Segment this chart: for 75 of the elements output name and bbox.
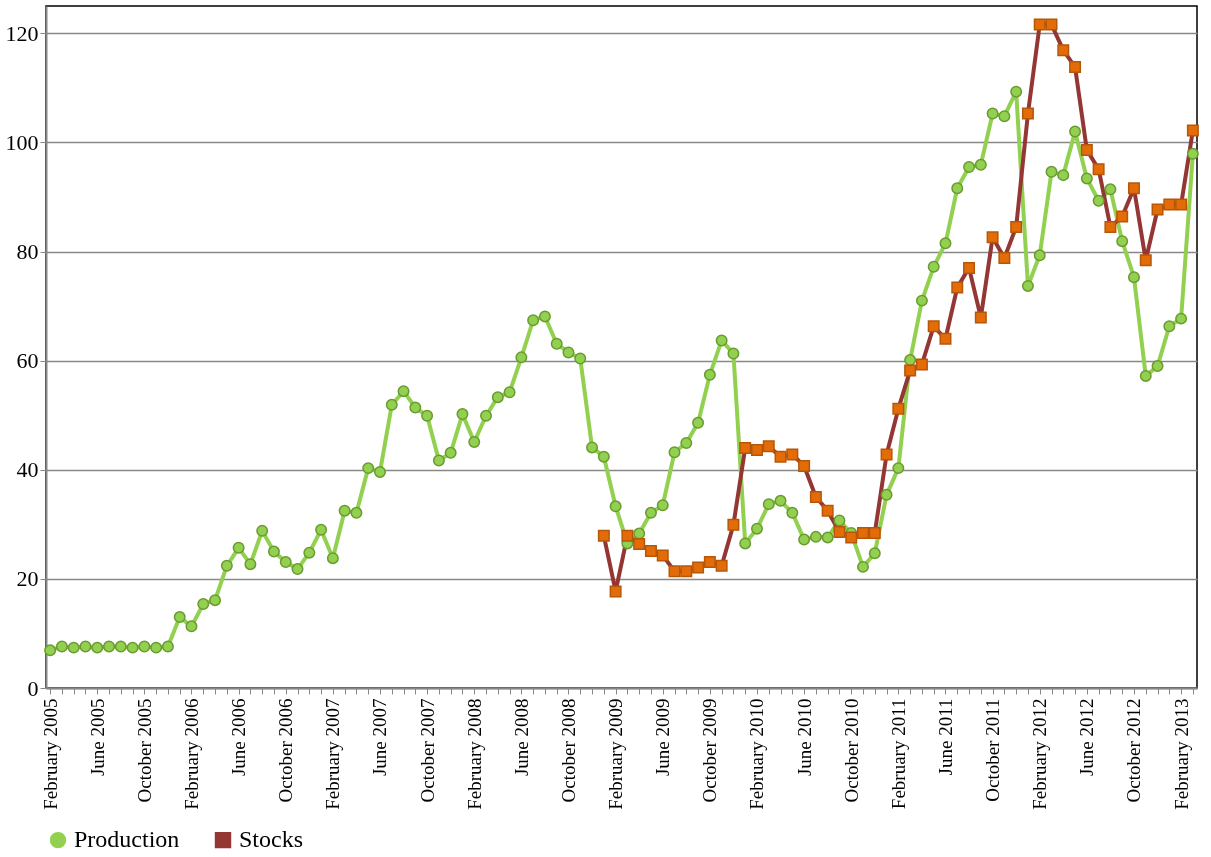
- point: [939, 332, 952, 345]
- point: [727, 518, 740, 531]
- x-tick-label: October 2007: [416, 698, 438, 803]
- point: [750, 444, 763, 457]
- point: [845, 531, 858, 544]
- point: [1139, 254, 1152, 267]
- y-tick-label: 20: [16, 566, 39, 592]
- y-tick-label: 120: [5, 20, 39, 46]
- x-tick-label: October 2011: [982, 698, 1004, 802]
- point: [1021, 107, 1034, 120]
- x-tick-label: February 2010: [746, 698, 768, 810]
- point: [1057, 44, 1070, 57]
- x-tick-label: June 2009: [652, 698, 674, 777]
- point: [692, 561, 705, 574]
- point: [1069, 61, 1082, 74]
- point: [1092, 163, 1105, 176]
- point: [809, 491, 822, 504]
- point: [927, 320, 940, 333]
- point: [1116, 210, 1129, 223]
- x-tick-label: February 2007: [322, 698, 344, 810]
- point: [974, 311, 987, 324]
- x-tick-label: June 2012: [1076, 698, 1098, 777]
- point: [680, 565, 693, 578]
- point: [668, 565, 681, 578]
- point: [1080, 144, 1093, 157]
- point: [739, 441, 752, 454]
- point: [1186, 124, 1199, 137]
- y-tick-label: 40: [16, 457, 39, 483]
- y-tick-label: 0: [27, 675, 39, 701]
- x-tick-label: February 2009: [605, 698, 627, 810]
- x-tick-label: June 2010: [793, 698, 815, 777]
- point: [656, 549, 669, 562]
- point: [1175, 198, 1188, 211]
- point: [715, 559, 728, 572]
- point: [915, 358, 928, 371]
- legend-label: Production: [74, 826, 180, 853]
- x-tick-label: June 2005: [86, 698, 108, 777]
- point: [633, 537, 646, 550]
- point: [703, 555, 716, 568]
- x-tick-label: February 2013: [1170, 698, 1192, 810]
- x-tick-label: June 2007: [369, 698, 391, 777]
- x-tick-label: October 2008: [557, 698, 579, 803]
- x-tick-label: October 2009: [699, 698, 721, 803]
- point: [1010, 220, 1023, 233]
- point: [963, 261, 976, 274]
- point: [857, 527, 869, 540]
- x-tick-label: October 2012: [1123, 698, 1145, 803]
- x-tick-label: February 2011: [887, 698, 909, 810]
- x-tick-label: February 2006: [180, 698, 202, 810]
- point: [798, 459, 811, 472]
- point: [868, 527, 881, 540]
- point: [762, 440, 775, 453]
- y-tick-label: 100: [5, 129, 39, 155]
- point: [998, 252, 1011, 265]
- x-tick-label: October 2006: [275, 698, 297, 803]
- x-tick-label: February 2005: [39, 698, 61, 810]
- x-tick-label: February 2008: [463, 698, 485, 810]
- x-tick-label: October 2010: [840, 698, 862, 803]
- point: [621, 529, 634, 542]
- legend-label: Stocks: [239, 826, 304, 853]
- x-tick-label: June 2008: [510, 698, 532, 777]
- point: [951, 281, 964, 294]
- point: [597, 529, 610, 542]
- point: [1104, 220, 1117, 233]
- y-tick-label: 60: [16, 348, 39, 374]
- point: [904, 364, 917, 377]
- point: [644, 545, 657, 558]
- point: [1127, 182, 1140, 195]
- x-tick-label: February 2012: [1029, 698, 1051, 810]
- x-tick-label: June 2006: [228, 698, 250, 777]
- y-tick-label: 80: [16, 239, 39, 265]
- x-tick-label: October 2005: [133, 698, 155, 803]
- point: [1033, 18, 1046, 31]
- point: [833, 525, 846, 538]
- x-tick-label: June 2011: [934, 698, 956, 776]
